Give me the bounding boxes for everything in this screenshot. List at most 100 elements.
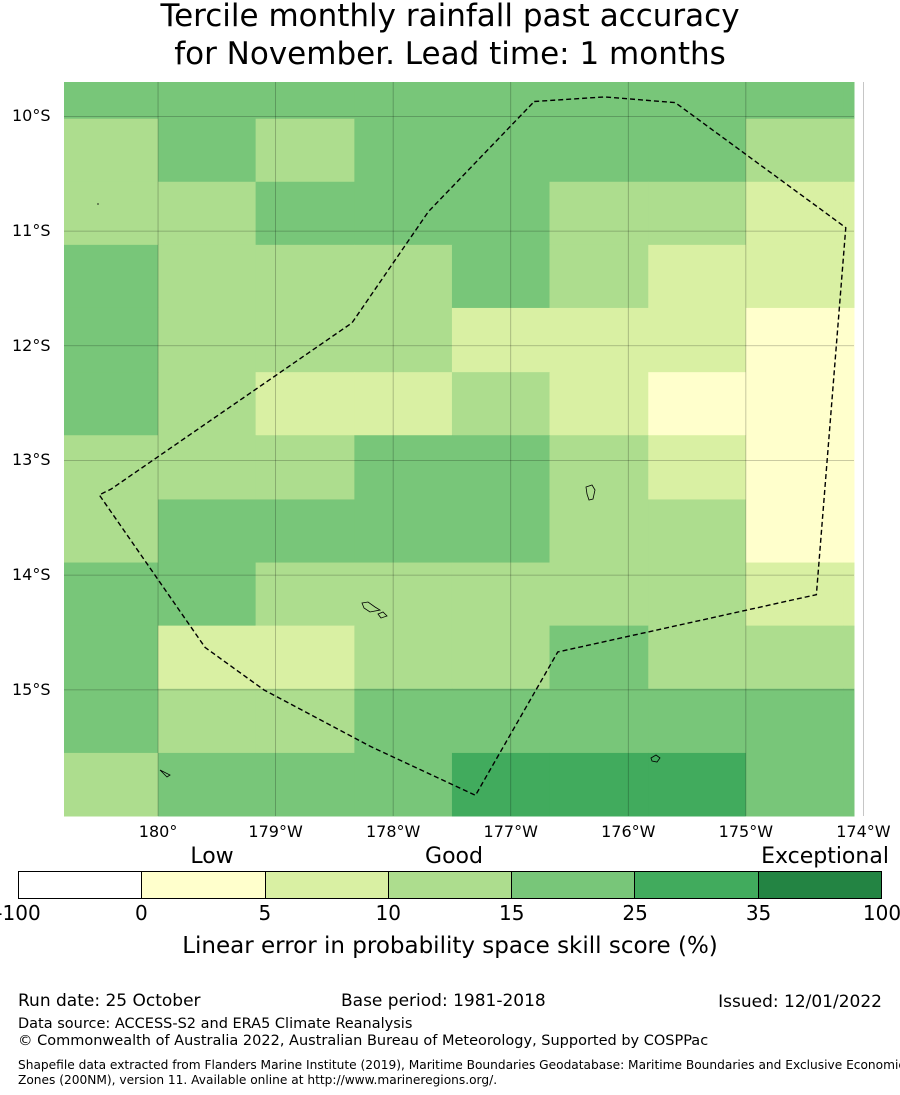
skill-cell xyxy=(255,752,355,817)
skill-cell xyxy=(549,435,649,500)
skill-cell xyxy=(843,435,855,500)
skill-cell xyxy=(255,625,355,690)
skill-cell xyxy=(843,82,855,120)
colorbar-segment xyxy=(388,872,513,898)
skill-cell xyxy=(745,307,844,373)
skill-cell xyxy=(64,82,159,120)
colorbar-segment xyxy=(758,872,881,898)
skill-cell xyxy=(451,118,551,183)
skill-cell xyxy=(451,625,551,690)
island-shape xyxy=(159,769,171,778)
run-date: Run date: 25 October xyxy=(18,991,201,1011)
islands xyxy=(97,203,661,778)
skill-cell xyxy=(354,181,453,246)
skill-cell xyxy=(451,499,551,564)
skill-cell xyxy=(549,244,649,309)
data-source: Data source: ACCESS-S2 and ERA5 Climate … xyxy=(18,1016,413,1032)
skill-cell xyxy=(451,307,551,373)
skill-cell xyxy=(745,435,844,500)
colorbar-tick-label: 10 xyxy=(375,901,402,925)
skill-cell xyxy=(354,752,453,817)
skill-cell xyxy=(451,82,551,120)
longitude-label: 177°W xyxy=(483,822,538,841)
colorbar xyxy=(18,871,882,899)
skill-cell xyxy=(255,688,355,754)
skill-cell xyxy=(158,181,257,246)
skill-cell xyxy=(255,435,355,500)
skill-cell xyxy=(549,307,649,373)
skill-cell xyxy=(64,752,159,817)
skill-cell xyxy=(158,625,257,690)
skill-cell xyxy=(843,752,855,817)
skill-cell xyxy=(64,688,159,754)
island-shape xyxy=(361,601,382,613)
skill-cell xyxy=(64,244,159,309)
skill-cell xyxy=(648,372,747,436)
skill-cell xyxy=(64,118,159,183)
skill-cell xyxy=(648,82,747,120)
eez-boundary xyxy=(98,96,847,797)
longitude-label: 174°W xyxy=(836,822,891,841)
latitude-label: 10°S xyxy=(12,106,51,126)
issued-date: Issued: 12/01/2022 xyxy=(718,992,882,1012)
skill-cell xyxy=(745,562,844,627)
skill-cell xyxy=(648,499,747,564)
category-exceptional: Exceptional xyxy=(761,844,889,869)
colorbar-segment xyxy=(512,872,636,898)
skill-cell xyxy=(255,372,355,436)
skill-cell xyxy=(549,625,649,690)
skill-cell xyxy=(648,181,747,246)
skill-cell xyxy=(549,752,649,817)
latitude-label: 13°S xyxy=(12,450,51,470)
longitude-label: 180° xyxy=(138,822,178,841)
skill-cell xyxy=(745,118,844,183)
skill-cell xyxy=(64,372,159,436)
skill-cell xyxy=(354,307,453,373)
skill-cell xyxy=(354,625,453,690)
skill-cell xyxy=(255,181,355,246)
latitude-label: 15°S xyxy=(12,679,51,699)
category-low: Low xyxy=(190,844,234,869)
skill-cell xyxy=(158,752,257,817)
skill-cell xyxy=(451,752,551,817)
skill-cell xyxy=(64,499,159,564)
skill-cell xyxy=(648,688,747,754)
skill-cell xyxy=(843,625,855,690)
skill-cell xyxy=(255,244,355,309)
skill-cell xyxy=(648,625,747,690)
skill-cell xyxy=(745,752,844,817)
skill-cell xyxy=(745,688,844,754)
skill-cell xyxy=(158,435,257,500)
skill-cell xyxy=(843,307,855,373)
colorbar-tick-label: 25 xyxy=(622,901,648,925)
skill-cell xyxy=(843,244,855,309)
skill-cell xyxy=(255,118,355,183)
skill-cell xyxy=(158,688,257,754)
skill-cell xyxy=(354,244,453,309)
copyright: © Commonwealth of Australia 2022, Austra… xyxy=(18,1033,709,1049)
colorbar-tick-label: 0 xyxy=(135,901,148,925)
skill-cell xyxy=(549,82,649,120)
skill-cell xyxy=(843,181,855,246)
skill-cell xyxy=(158,499,257,564)
skill-cell xyxy=(158,372,257,436)
skill-cell xyxy=(64,181,159,246)
skill-cell xyxy=(648,118,747,183)
skill-cell xyxy=(843,562,855,627)
colorbar-segment xyxy=(19,872,143,898)
island-shape xyxy=(585,484,596,501)
skill-cell xyxy=(354,562,453,627)
latitude-label: 14°S xyxy=(12,565,51,585)
skill-cell xyxy=(158,562,257,627)
title-line-2: for November. Lead time: 1 months xyxy=(174,36,726,72)
skill-cell xyxy=(843,499,855,564)
skill-cell xyxy=(64,435,159,500)
latitude-label: 12°S xyxy=(12,335,51,355)
skill-cell xyxy=(648,435,747,500)
category-good: Good xyxy=(425,844,483,869)
longitude-label: 179°W xyxy=(248,822,303,841)
colorbar-tick-label: 5 xyxy=(258,901,272,925)
title-line-1: Tercile monthly rainfall past accuracy xyxy=(160,0,740,34)
skill-cell xyxy=(354,82,453,120)
skill-cell xyxy=(648,752,747,817)
